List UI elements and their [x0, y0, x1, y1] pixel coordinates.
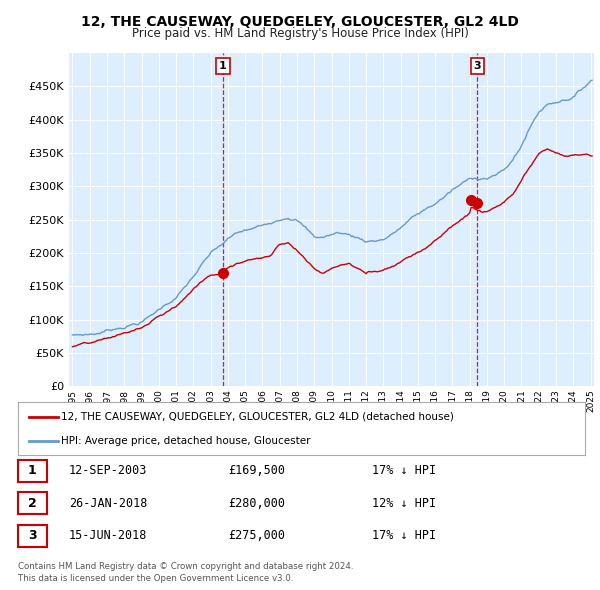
- Text: 12% ↓ HPI: 12% ↓ HPI: [372, 497, 436, 510]
- Text: This data is licensed under the Open Government Licence v3.0.: This data is licensed under the Open Gov…: [18, 574, 293, 583]
- Text: 3: 3: [473, 61, 481, 71]
- Text: £275,000: £275,000: [228, 529, 285, 542]
- Text: 12-SEP-2003: 12-SEP-2003: [69, 464, 148, 477]
- Text: 2: 2: [28, 497, 37, 510]
- Text: Price paid vs. HM Land Registry's House Price Index (HPI): Price paid vs. HM Land Registry's House …: [131, 27, 469, 40]
- Text: 3: 3: [28, 529, 37, 542]
- Text: 1: 1: [219, 61, 227, 71]
- Text: 1: 1: [28, 464, 37, 477]
- Text: £280,000: £280,000: [228, 497, 285, 510]
- Text: 17% ↓ HPI: 17% ↓ HPI: [372, 464, 436, 477]
- Text: 26-JAN-2018: 26-JAN-2018: [69, 497, 148, 510]
- Text: 12, THE CAUSEWAY, QUEDGELEY, GLOUCESTER, GL2 4LD: 12, THE CAUSEWAY, QUEDGELEY, GLOUCESTER,…: [81, 15, 519, 29]
- Text: 17% ↓ HPI: 17% ↓ HPI: [372, 529, 436, 542]
- Text: Contains HM Land Registry data © Crown copyright and database right 2024.: Contains HM Land Registry data © Crown c…: [18, 562, 353, 571]
- Text: HPI: Average price, detached house, Gloucester: HPI: Average price, detached house, Glou…: [61, 436, 310, 446]
- Text: 12, THE CAUSEWAY, QUEDGELEY, GLOUCESTER, GL2 4LD (detached house): 12, THE CAUSEWAY, QUEDGELEY, GLOUCESTER,…: [61, 412, 454, 422]
- Text: 15-JUN-2018: 15-JUN-2018: [69, 529, 148, 542]
- Text: £169,500: £169,500: [228, 464, 285, 477]
